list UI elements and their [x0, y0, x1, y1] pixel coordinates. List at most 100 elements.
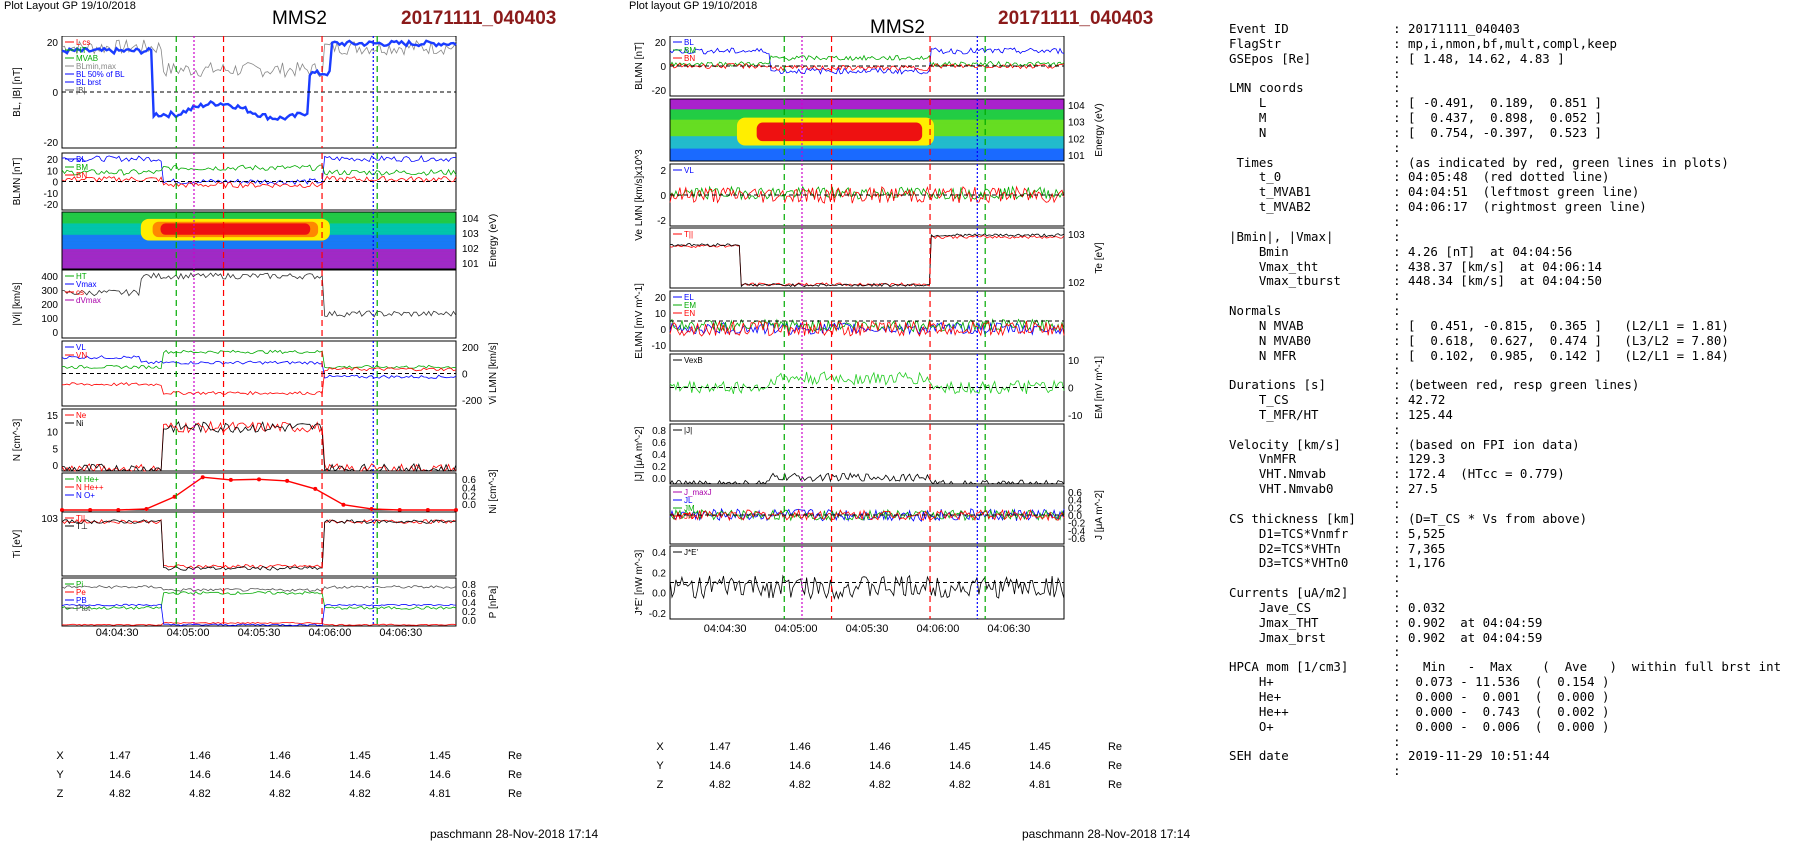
legend-entry: N He++	[76, 483, 104, 492]
info-line: D1=TCS*Vnmfr : 5,525	[1229, 525, 1446, 541]
y-tick-label: 0	[52, 328, 58, 339]
coord-cell: 14.6	[429, 768, 451, 781]
right-footer: paschmann 28-Nov-2018 17:14	[1022, 827, 1191, 841]
series-line	[669, 508, 1065, 522]
series-line	[669, 54, 1065, 68]
y-tick-label: 0.6	[1068, 488, 1082, 499]
series-point	[313, 486, 318, 491]
series-line	[61, 164, 457, 176]
y-tick-label: 104	[462, 214, 479, 225]
coord-cell: Y	[656, 759, 664, 772]
legend-entry: BL brst	[76, 78, 102, 87]
y-axis-label: Ni [cm^-3]	[488, 469, 499, 514]
spectrogram-band	[670, 99, 1064, 102]
y-tick-label: 0.8	[652, 426, 666, 437]
info-line: Jmax_brst : 0.902 at 04:04:59	[1229, 629, 1543, 645]
series-line	[61, 175, 457, 189]
spectrogram-band	[62, 246, 456, 249]
coord-row: Z 4.82 4.82 4.82 4.82 4.81 Re	[40, 784, 550, 803]
y-tick-label: 0	[52, 178, 58, 189]
y-axis-label: Te [eV]	[1094, 242, 1105, 273]
coord-cell: 14.6	[709, 759, 731, 772]
y-tick-label: 102	[1068, 134, 1085, 145]
info-line: |Bmin|, |Vmax| :	[1229, 228, 1401, 244]
coord-row: Y 14.6 14.6 14.6 14.6 14.6 Re	[40, 765, 550, 784]
spectrogram-band	[670, 115, 1064, 119]
info-line: FlagStr : mp,i,nmon,bf,mult,compl,keep	[1229, 35, 1617, 51]
x-tick-label: 04:05:00	[167, 627, 210, 639]
spectrogram-band	[62, 247, 456, 250]
y-axis-label: |Vi| [km/s]	[12, 282, 23, 326]
y-tick-label: 10	[655, 309, 667, 320]
info-line: CS thickness [km] : (D=T_CS * Vs from ab…	[1229, 510, 1588, 526]
coord-cell: Re	[1107, 778, 1123, 791]
series-point	[144, 506, 149, 511]
info-line: He+ : 0.000 - 0.001 ( 0.000 )	[1229, 688, 1610, 704]
info-line: :	[1229, 763, 1401, 779]
spectrogram-band	[670, 113, 1064, 117]
y-axis-label: Ve LMN [km/s]x10^3	[634, 149, 645, 241]
series-point	[425, 508, 430, 512]
coord-cell: Re	[1107, 759, 1123, 772]
legend-entry: BL	[684, 38, 694, 47]
y-tick-label: 200	[41, 300, 58, 311]
panel-frame	[669, 227, 1065, 289]
info-line: N MVAB : [ 0.451, -0.815, 0.365 ] (L2/L1…	[1229, 317, 1729, 333]
y-axis-label: J [μA m^-2]	[1094, 490, 1105, 540]
spectrogram-band	[62, 214, 456, 217]
y-axis-label: Ti [eV]	[12, 530, 23, 559]
info-line: N : [ 0.754, -0.397, 0.523 ]	[1229, 124, 1602, 140]
legend-entry: Ptot	[76, 604, 91, 613]
series-line	[61, 585, 457, 592]
spectrogram-band	[62, 240, 456, 243]
spectrogram-band	[670, 107, 1064, 110]
spectrogram-band	[62, 259, 456, 261]
left-panel-3: 104 103 102 101 Energy (eV)	[61, 211, 499, 270]
y-tick-label: 0.4	[652, 548, 666, 559]
series-line	[61, 272, 457, 318]
legend-entry: cs	[76, 288, 84, 297]
spectrogram-band	[670, 156, 1064, 160]
legend-entry: J*E'	[684, 548, 698, 557]
y-axis-label: Vi LMN [km/s]	[488, 342, 499, 404]
series-point	[341, 502, 346, 507]
y-tick-label: 101	[1068, 151, 1085, 162]
info-line: Jmax_THT : 0.902 at 04:04:59	[1229, 614, 1543, 630]
spectrogram-hot-red	[160, 223, 311, 235]
coord-row: Y 14.6 14.6 14.6 14.6 14.6 Re	[640, 756, 1150, 775]
spectrogram-band	[62, 213, 456, 216]
info-line: N MFR : [ 0.102, 0.985, 0.142 ] (L2/L1 =…	[1229, 347, 1729, 363]
y-axis-label: EM [mV m^-1]	[1094, 356, 1105, 419]
y-tick-label: 0.2	[462, 492, 476, 503]
coord-cell: 4.82	[109, 787, 131, 800]
coord-cell: 1.45	[949, 740, 971, 753]
spectrogram-band	[62, 241, 456, 244]
series-line	[669, 47, 1065, 75]
series-point	[60, 508, 64, 512]
y-tick-label: -20	[44, 200, 59, 211]
right-panel-8: 0.60.40.20.0-0.2-0.4-0.6 J [μA m^-2] J_max…	[669, 485, 1105, 545]
y-tick-label: 102	[1068, 278, 1085, 289]
y-tick-label: 101	[462, 259, 479, 270]
info-line: VnMFR : 129.3	[1229, 451, 1446, 467]
y-tick-label: 20	[655, 38, 667, 49]
info-line: L : [ -0.491, 0.189, 0.851 ]	[1229, 95, 1602, 111]
spectrogram-band	[62, 264, 456, 267]
coord-cell: 4.82	[869, 778, 891, 791]
x-tick-label: 04:06:00	[917, 623, 960, 635]
spectrogram-band	[670, 146, 1064, 150]
coord-cell: 4.82	[789, 778, 811, 791]
series-line	[61, 39, 457, 122]
coord-cell: 4.82	[189, 787, 211, 800]
coord-cell: Y	[56, 768, 64, 781]
y-tick-label: -10	[652, 341, 667, 352]
info-line: Vmax_tht : 438.37 [km/s] at 04:06:14	[1229, 258, 1602, 274]
right-coordinates-table: X 1.47 1.46 1.46 1.45 1.45 Re Y 14.6 14.6 14.6 14.6…	[640, 737, 1150, 794]
y-tick-label: 20	[47, 155, 59, 166]
series-line	[669, 371, 1065, 395]
y-tick-label: 0.6	[652, 438, 666, 449]
info-line: N MVAB0 : [ 0.618, 0.627, 0.474 ] (L3/L2…	[1229, 332, 1729, 348]
y-tick-label: 2	[660, 166, 666, 177]
